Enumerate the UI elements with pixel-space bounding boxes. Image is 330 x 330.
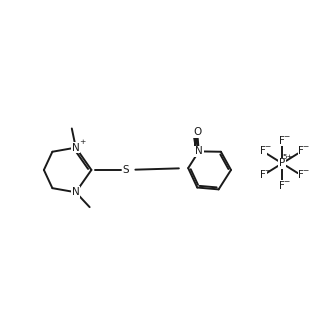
Text: +: + (79, 139, 85, 145)
Text: P: P (279, 158, 285, 168)
Text: −: − (283, 179, 289, 184)
Text: −: − (283, 134, 289, 140)
Text: F: F (279, 136, 285, 146)
Text: −: − (264, 144, 271, 150)
Text: −: − (302, 168, 309, 174)
Text: F: F (279, 181, 285, 191)
Text: O: O (193, 127, 201, 137)
Text: S: S (123, 165, 129, 175)
Text: F: F (298, 170, 304, 180)
Text: F: F (298, 147, 304, 156)
Text: N: N (72, 143, 80, 152)
Text: −: − (302, 144, 309, 150)
Text: N: N (195, 147, 203, 156)
Text: F: F (260, 170, 266, 180)
Text: F: F (260, 147, 266, 156)
Text: 5+: 5+ (283, 154, 293, 160)
Text: −: − (264, 168, 271, 174)
Text: N: N (72, 187, 80, 197)
